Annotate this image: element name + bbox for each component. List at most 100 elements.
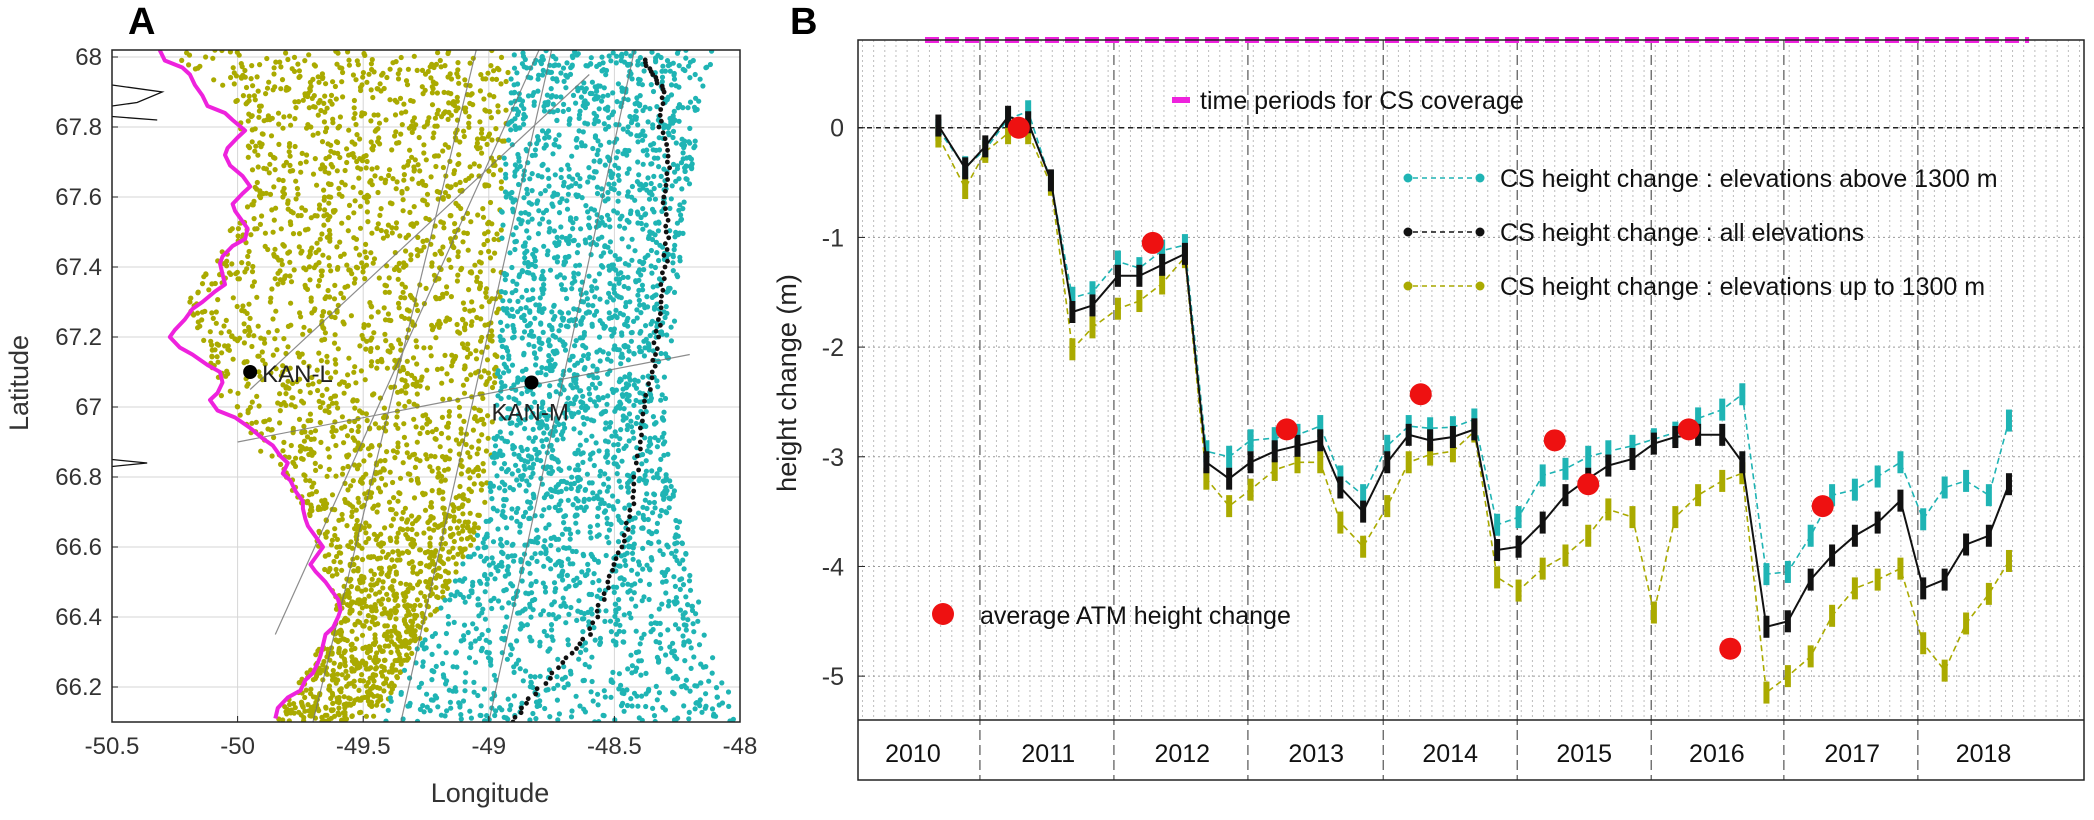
data-point (650, 414, 657, 420)
data-point (625, 193, 631, 199)
data-point (434, 366, 441, 372)
data-point (469, 270, 475, 276)
data-point (460, 495, 466, 501)
data-point (560, 568, 566, 574)
data-point (477, 145, 483, 151)
data-point (285, 344, 291, 350)
data-point (519, 448, 525, 454)
data-point (411, 115, 417, 121)
data-point (511, 82, 517, 88)
data-point (527, 176, 533, 182)
data-point (272, 276, 278, 282)
data-point (460, 317, 466, 323)
data-point (256, 403, 262, 409)
data-point (651, 185, 657, 192)
data-point (363, 165, 369, 171)
data-point (587, 397, 593, 403)
data-point (321, 187, 327, 193)
data-point (719, 700, 726, 706)
data-point (414, 531, 420, 537)
data-point (474, 451, 480, 457)
data-point (548, 464, 554, 470)
data-point (589, 381, 596, 387)
data-point (308, 83, 314, 89)
data-point (571, 306, 577, 312)
data-point (350, 72, 356, 78)
data-point (687, 75, 693, 81)
data-point (424, 579, 430, 585)
data-point (432, 608, 438, 614)
data-point (509, 506, 515, 512)
data-point (306, 451, 312, 458)
data-point (514, 518, 520, 524)
data-point (602, 694, 608, 700)
data-point (525, 459, 531, 465)
data-point (246, 301, 252, 307)
data-point (249, 420, 255, 426)
data-point (324, 529, 330, 535)
data-point (342, 167, 348, 174)
data-point (500, 628, 506, 634)
data-point (281, 114, 287, 120)
data-point (509, 264, 515, 271)
data-point (484, 357, 491, 363)
data-point (487, 92, 493, 98)
data-point (437, 444, 443, 450)
data-point (393, 129, 399, 135)
data-point (298, 250, 304, 256)
data-point (585, 355, 591, 361)
data-point (482, 616, 488, 622)
data-point (651, 713, 658, 719)
data-point (304, 500, 310, 506)
data-point (321, 658, 327, 665)
data-point (334, 244, 340, 250)
data-point (415, 623, 421, 629)
data-point (362, 111, 368, 117)
data-point (408, 638, 414, 644)
data-point (335, 405, 341, 411)
data-point (471, 481, 477, 487)
data-point (555, 191, 561, 197)
data-point (262, 340, 268, 346)
data-point (366, 523, 372, 529)
data-point (384, 365, 390, 371)
data-point (658, 173, 664, 179)
data-point (645, 235, 652, 241)
data-point (450, 664, 456, 670)
data-point (673, 595, 680, 601)
data-point (451, 244, 457, 251)
data-point (449, 352, 455, 358)
data-point (242, 328, 248, 334)
data-point (429, 677, 435, 683)
data-point (552, 504, 558, 510)
data-point (235, 226, 241, 232)
data-point (429, 504, 435, 510)
data-point (212, 280, 218, 287)
data-point (259, 213, 265, 219)
data-point (216, 342, 222, 348)
data-point (381, 606, 387, 612)
data-point (245, 118, 251, 124)
data-point (326, 170, 332, 176)
data-point (374, 684, 380, 691)
data-point (439, 559, 445, 565)
data-point (435, 153, 441, 159)
data-point (609, 433, 615, 439)
data-point (333, 637, 339, 643)
data-point (552, 142, 558, 148)
data-point (571, 426, 577, 432)
data-point (566, 526, 572, 533)
data-point (511, 65, 518, 71)
data-point (595, 94, 601, 100)
data-point (390, 578, 396, 584)
data-point (339, 179, 345, 185)
data-point (407, 209, 413, 215)
data-point (404, 358, 410, 364)
data-point (519, 268, 526, 274)
data-point (325, 141, 331, 147)
data-point (293, 178, 299, 184)
data-point (549, 468, 556, 474)
data-point (536, 302, 543, 308)
data-point (298, 455, 305, 462)
data-point (582, 487, 588, 493)
